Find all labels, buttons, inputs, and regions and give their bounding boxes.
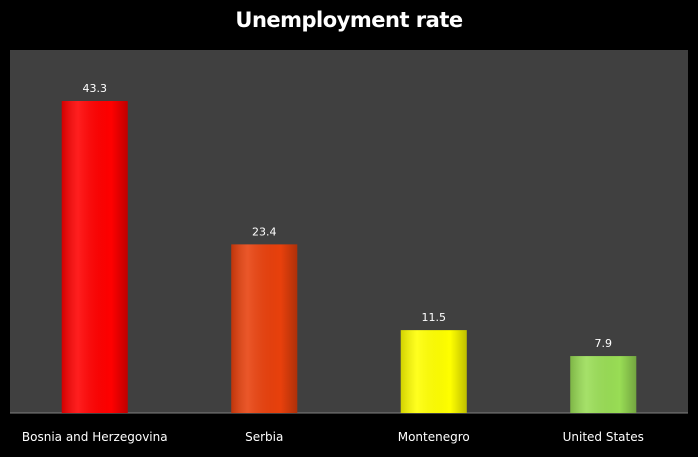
tick-label-united-states: United States bbox=[563, 430, 644, 444]
tick-label-serbia: Serbia bbox=[245, 430, 283, 444]
data-label-serbia: 23.4 bbox=[252, 225, 277, 238]
bar-shading-bosnia-and-herzegovina bbox=[61, 101, 128, 413]
bar-shading-montenegro bbox=[400, 330, 467, 413]
tick-label-montenegro: Montenegro bbox=[398, 430, 470, 444]
tick-label-bosnia-and-herzegovina: Bosnia and Herzegovina bbox=[22, 430, 168, 444]
data-label-united-states: 7.9 bbox=[595, 337, 613, 350]
data-label-montenegro: 11.5 bbox=[422, 311, 447, 324]
data-label-bosnia-and-herzegovina: 43.3 bbox=[83, 82, 108, 95]
chart-title: Unemployment rate bbox=[235, 8, 463, 32]
bar-shading-serbia bbox=[231, 244, 298, 413]
bar-shading-united-states bbox=[570, 356, 637, 413]
